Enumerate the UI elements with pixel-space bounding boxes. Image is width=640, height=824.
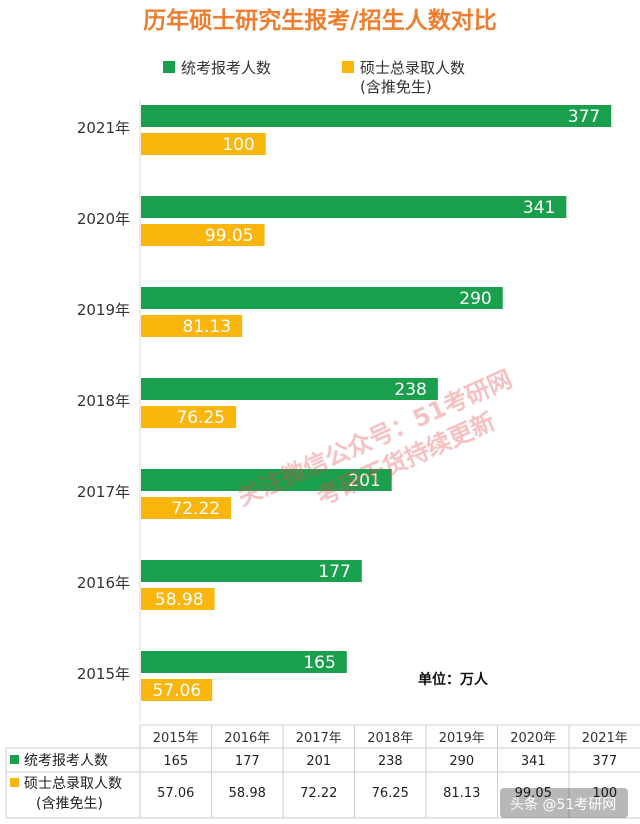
table-row-label: 统考报考人数 — [24, 753, 108, 769]
unit-note: 单位：万人 — [418, 671, 489, 688]
table-cell: 100 — [592, 786, 617, 801]
bar-value-label: 99.05 — [205, 226, 254, 246]
bar-admissions — [141, 406, 237, 428]
bar-applicants — [141, 651, 347, 673]
category-label: 2015年 — [77, 665, 130, 683]
legend-label-admissions-note: (含推免生) — [360, 78, 432, 96]
category-label: 2021年 — [77, 119, 130, 137]
table-cell: 177 — [235, 754, 260, 769]
table-row-label: 硕士总录取人数 — [24, 776, 122, 792]
legend-label-applicants: 统考报考人数 — [181, 59, 271, 77]
table-cell: 290 — [449, 754, 474, 769]
bar-applicants — [141, 378, 438, 400]
bar-admissions — [141, 497, 232, 519]
table-header-year: 2016年 — [224, 731, 270, 746]
legend-swatch-green — [163, 61, 175, 73]
category-label: 2018年 — [77, 392, 130, 410]
bar-value-label: 290 — [459, 289, 491, 309]
bar-applicants — [141, 105, 612, 127]
table-cell: 165 — [163, 754, 188, 769]
table-header-year: 2020年 — [510, 731, 556, 746]
bar-value-label: 76.25 — [176, 408, 225, 428]
footer-text: 头条 @51考研网 — [510, 796, 616, 813]
bar-value-label: 177 — [318, 562, 350, 582]
bar-value-label: 81.13 — [183, 317, 232, 337]
table-row-label-note: (含推免生) — [36, 796, 103, 812]
table-cell: 341 — [521, 754, 546, 769]
table-header-year: 2021年 — [582, 731, 628, 746]
table-cell: 81.13 — [443, 786, 480, 801]
data-table: 2015年 2016年 2017年 2018年 2019年 2020年 2021年统考报考人… — [5, 724, 640, 819]
table-row-swatch — [10, 755, 19, 764]
category-label: 2020年 — [77, 210, 130, 228]
bar-value-label: 238 — [394, 380, 426, 400]
bar-value-label: 58.98 — [155, 590, 204, 610]
bar-value-label: 57.06 — [153, 681, 202, 701]
category-label: 2017年 — [77, 483, 130, 501]
bar-admissions — [141, 133, 266, 155]
table-cell: 57.06 — [157, 786, 194, 801]
bar-value-label: 100 — [222, 135, 254, 155]
table-cell: 201 — [306, 754, 331, 769]
chart-title: 历年硕士研究生报考/招生人数对比 — [143, 7, 496, 34]
table-row-swatch — [10, 778, 19, 787]
table-header-year: 2017年 — [296, 731, 342, 746]
bars-group: 377 100 341 99.05 290 81.13 238 76.25 201 72.22 17… — [141, 105, 612, 701]
bar-value-label: 201 — [348, 471, 380, 491]
table-header-year: 2018年 — [367, 731, 413, 746]
legend-swatch-orange — [342, 61, 354, 73]
category-label: 2019年 — [77, 301, 130, 319]
bar-value-label: 341 — [523, 198, 555, 218]
category-labels: 2021年 2020年 2019年 2018年 2017年 2016年 2015年 — [77, 119, 130, 683]
bar-value-label: 165 — [303, 653, 335, 673]
bar-admissions — [141, 315, 243, 337]
footer-backdrop — [500, 788, 628, 818]
table-cell: 238 — [378, 754, 403, 769]
table-header-year: 2019年 — [439, 731, 485, 746]
bar-value-label: 72.22 — [171, 499, 220, 519]
table-header-year: 2015年 — [153, 731, 199, 746]
legend: 统考报考人数 硕士总录取人数 (含推免生) — [163, 59, 465, 96]
table-cell: 58.98 — [229, 786, 266, 801]
bar-applicants — [141, 469, 392, 491]
bar-applicants — [141, 196, 567, 218]
bar-applicants — [141, 287, 503, 309]
table-cell: 72.22 — [300, 786, 337, 801]
footer-credit: 头条 @51考研网 — [500, 788, 628, 818]
bar-admissions — [141, 224, 265, 246]
table-cell: 377 — [592, 754, 617, 769]
table-cell: 99.05 — [515, 786, 552, 801]
table-cell: 76.25 — [372, 786, 409, 801]
bar-applicants — [141, 560, 362, 582]
legend-label-admissions: 硕士总录取人数 — [360, 59, 465, 77]
category-label: 2016年 — [77, 574, 130, 592]
bar-admissions — [141, 679, 213, 701]
bar-admissions — [141, 588, 215, 610]
bar-value-label: 377 — [568, 107, 600, 127]
